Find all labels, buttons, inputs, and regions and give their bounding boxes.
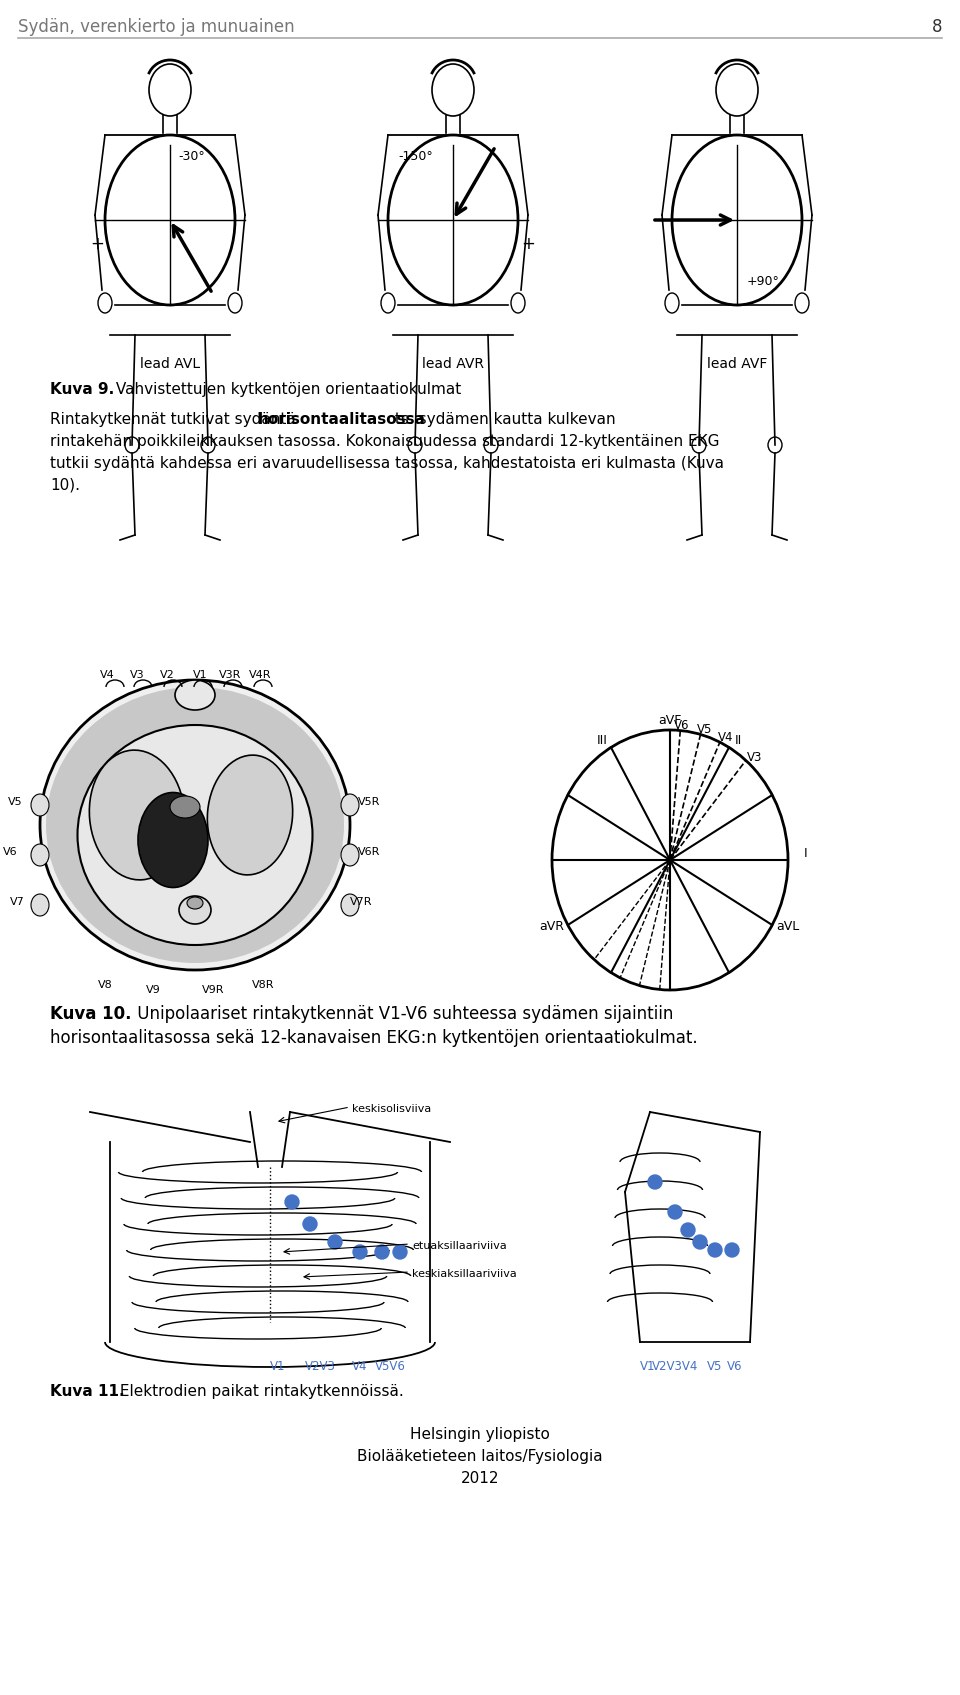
Text: V2V3V4: V2V3V4 xyxy=(652,1359,698,1373)
Text: V6: V6 xyxy=(728,1359,743,1373)
Circle shape xyxy=(353,1246,367,1259)
Text: V8: V8 xyxy=(98,980,112,990)
Text: 8: 8 xyxy=(931,19,942,36)
Text: keskiaksillaariviiva: keskiaksillaariviiva xyxy=(412,1270,516,1280)
Text: keskisolisviiva: keskisolisviiva xyxy=(352,1103,431,1114)
Text: V1: V1 xyxy=(640,1359,656,1373)
Ellipse shape xyxy=(341,893,359,915)
Circle shape xyxy=(328,1236,342,1249)
Text: V8R: V8R xyxy=(252,980,275,990)
Text: Helsingin yliopisto: Helsingin yliopisto xyxy=(410,1427,550,1442)
Text: Kuva 11.: Kuva 11. xyxy=(50,1385,125,1398)
Text: +: + xyxy=(90,236,104,253)
Ellipse shape xyxy=(31,793,49,815)
Text: V2: V2 xyxy=(159,670,175,680)
Text: etuaksillaariviiva: etuaksillaariviiva xyxy=(412,1241,507,1251)
Text: II: II xyxy=(734,734,742,746)
Ellipse shape xyxy=(170,797,200,819)
Text: V5R: V5R xyxy=(358,797,380,807)
Ellipse shape xyxy=(175,680,215,710)
Text: Elektrodien paikat rintakytkennöissä.: Elektrodien paikat rintakytkennöissä. xyxy=(115,1385,404,1398)
Text: Kuva 10.: Kuva 10. xyxy=(50,1005,132,1024)
Circle shape xyxy=(693,1236,707,1249)
Text: V5: V5 xyxy=(708,1359,723,1373)
Text: lead AVF: lead AVF xyxy=(707,358,767,371)
Text: lead AVR: lead AVR xyxy=(422,358,484,371)
Text: V5: V5 xyxy=(696,722,712,736)
Text: horisontaalitasossa sekä 12-kanavaisen EKG:n kytkentöjen orientaatiokulmat.: horisontaalitasossa sekä 12-kanavaisen E… xyxy=(50,1029,698,1048)
Text: V4: V4 xyxy=(100,670,114,680)
Ellipse shape xyxy=(179,897,211,924)
Circle shape xyxy=(681,1224,695,1237)
Text: V9R: V9R xyxy=(202,985,225,995)
Text: V9: V9 xyxy=(146,985,160,995)
Circle shape xyxy=(648,1175,662,1188)
Circle shape xyxy=(375,1246,389,1259)
Text: aVF: aVF xyxy=(659,714,682,727)
Text: III: III xyxy=(596,734,608,746)
Text: V1: V1 xyxy=(193,670,207,680)
Text: V4R: V4R xyxy=(249,670,272,680)
Circle shape xyxy=(285,1195,299,1209)
Text: V3: V3 xyxy=(130,670,144,680)
Text: +90°: +90° xyxy=(747,275,780,288)
Text: +: + xyxy=(521,236,535,253)
Text: Vahvistettujen kytkentöjen orientaatiokulmat: Vahvistettujen kytkentöjen orientaatioku… xyxy=(111,381,461,397)
Text: V3R: V3R xyxy=(219,670,241,680)
Text: V5: V5 xyxy=(9,797,23,807)
Ellipse shape xyxy=(40,680,350,970)
Circle shape xyxy=(725,1242,739,1258)
Text: V3: V3 xyxy=(747,751,762,764)
Text: I: I xyxy=(804,848,807,859)
Ellipse shape xyxy=(31,893,49,915)
Text: lead AVL: lead AVL xyxy=(140,358,200,371)
Circle shape xyxy=(303,1217,317,1231)
Text: Biolääketieteen laitos/Fysiologia: Biolääketieteen laitos/Fysiologia xyxy=(357,1449,603,1464)
Text: V6: V6 xyxy=(4,848,18,858)
Text: aVL: aVL xyxy=(776,920,800,932)
Text: V4: V4 xyxy=(718,731,733,744)
Text: V7: V7 xyxy=(11,897,25,907)
Text: V4: V4 xyxy=(352,1359,368,1373)
Text: -150°: -150° xyxy=(398,149,433,163)
Ellipse shape xyxy=(138,793,208,888)
Text: V2V3: V2V3 xyxy=(304,1359,335,1373)
Ellipse shape xyxy=(31,844,49,866)
Ellipse shape xyxy=(89,751,184,880)
Text: V5V6: V5V6 xyxy=(374,1359,405,1373)
Text: 2012: 2012 xyxy=(461,1471,499,1487)
Ellipse shape xyxy=(78,725,313,946)
Text: aVR: aVR xyxy=(540,920,564,932)
Text: Kuva 9.: Kuva 9. xyxy=(50,381,114,397)
Circle shape xyxy=(668,1205,682,1219)
Ellipse shape xyxy=(46,686,344,963)
Text: tutkii sydäntä kahdessa eri avaruudellisessa tasossa, kahdestatoista eri kulmast: tutkii sydäntä kahdessa eri avaruudellis… xyxy=(50,456,724,471)
Circle shape xyxy=(393,1246,407,1259)
Ellipse shape xyxy=(187,897,203,909)
Text: 10).: 10). xyxy=(50,478,80,493)
Text: -30°: -30° xyxy=(178,149,204,163)
Ellipse shape xyxy=(207,754,293,875)
Ellipse shape xyxy=(341,793,359,815)
Ellipse shape xyxy=(341,844,359,866)
Text: horisontaalitasossa: horisontaalitasossa xyxy=(257,412,425,427)
Text: Unipolaariset rintakytkennät V1-V6 suhteessa sydämen sijaintiin: Unipolaariset rintakytkennät V1-V6 suhte… xyxy=(132,1005,673,1024)
Text: rintakehän poikkileikkauksen tasossa. Kokonaisuudessa standardi 12-kytkentäinen : rintakehän poikkileikkauksen tasossa. Ko… xyxy=(50,434,719,449)
Text: V1: V1 xyxy=(271,1359,286,1373)
Circle shape xyxy=(708,1242,722,1258)
Text: Rintakytkennät tutkivat sydäntä: Rintakytkennät tutkivat sydäntä xyxy=(50,412,300,427)
Text: V6: V6 xyxy=(674,719,689,732)
Text: ts. sydämen kautta kulkevan: ts. sydämen kautta kulkevan xyxy=(391,412,616,427)
Text: Sydän, verenkierto ja munuainen: Sydän, verenkierto ja munuainen xyxy=(18,19,295,36)
Text: V7R: V7R xyxy=(350,897,372,907)
Text: V6R: V6R xyxy=(358,848,380,858)
